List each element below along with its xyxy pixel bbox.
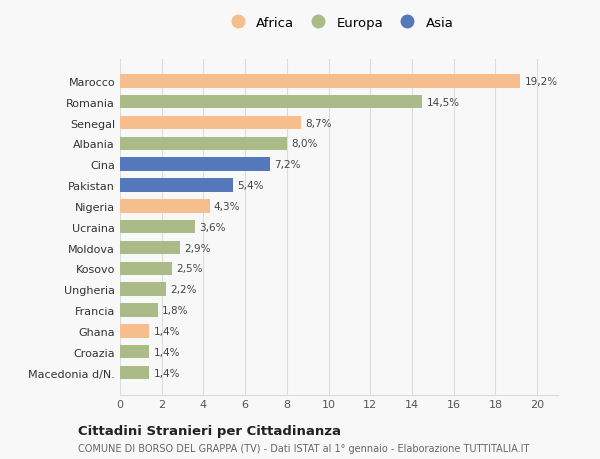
- Text: 1,4%: 1,4%: [154, 326, 180, 336]
- Bar: [120, 137, 287, 151]
- Bar: [120, 158, 270, 172]
- Text: 8,7%: 8,7%: [305, 118, 332, 128]
- Bar: [120, 303, 158, 317]
- Text: 1,8%: 1,8%: [162, 305, 188, 315]
- Text: 19,2%: 19,2%: [524, 77, 558, 87]
- Text: Cittadini Stranieri per Cittadinanza: Cittadini Stranieri per Cittadinanza: [78, 424, 341, 437]
- Bar: [120, 262, 172, 275]
- Text: 5,4%: 5,4%: [237, 181, 263, 190]
- Legend: Africa, Europa, Asia: Africa, Europa, Asia: [221, 13, 457, 34]
- Text: 4,3%: 4,3%: [214, 202, 241, 212]
- Text: COMUNE DI BORSO DEL GRAPPA (TV) - Dati ISTAT al 1° gennaio - Elaborazione TUTTIT: COMUNE DI BORSO DEL GRAPPA (TV) - Dati I…: [78, 443, 529, 453]
- Bar: [120, 220, 195, 234]
- Text: 14,5%: 14,5%: [427, 97, 460, 107]
- Bar: [120, 241, 181, 255]
- Text: 2,2%: 2,2%: [170, 285, 197, 295]
- Bar: [120, 117, 301, 130]
- Text: 1,4%: 1,4%: [154, 347, 180, 357]
- Text: 2,5%: 2,5%: [176, 264, 203, 274]
- Bar: [120, 366, 149, 380]
- Bar: [120, 283, 166, 297]
- Bar: [120, 179, 233, 192]
- Bar: [120, 75, 520, 89]
- Bar: [120, 95, 422, 109]
- Bar: [120, 345, 149, 359]
- Text: 7,2%: 7,2%: [274, 160, 301, 170]
- Bar: [120, 325, 149, 338]
- Text: 1,4%: 1,4%: [154, 368, 180, 378]
- Text: 3,6%: 3,6%: [199, 222, 226, 232]
- Text: 2,9%: 2,9%: [185, 243, 211, 253]
- Text: 8,0%: 8,0%: [291, 139, 317, 149]
- Bar: [120, 200, 209, 213]
